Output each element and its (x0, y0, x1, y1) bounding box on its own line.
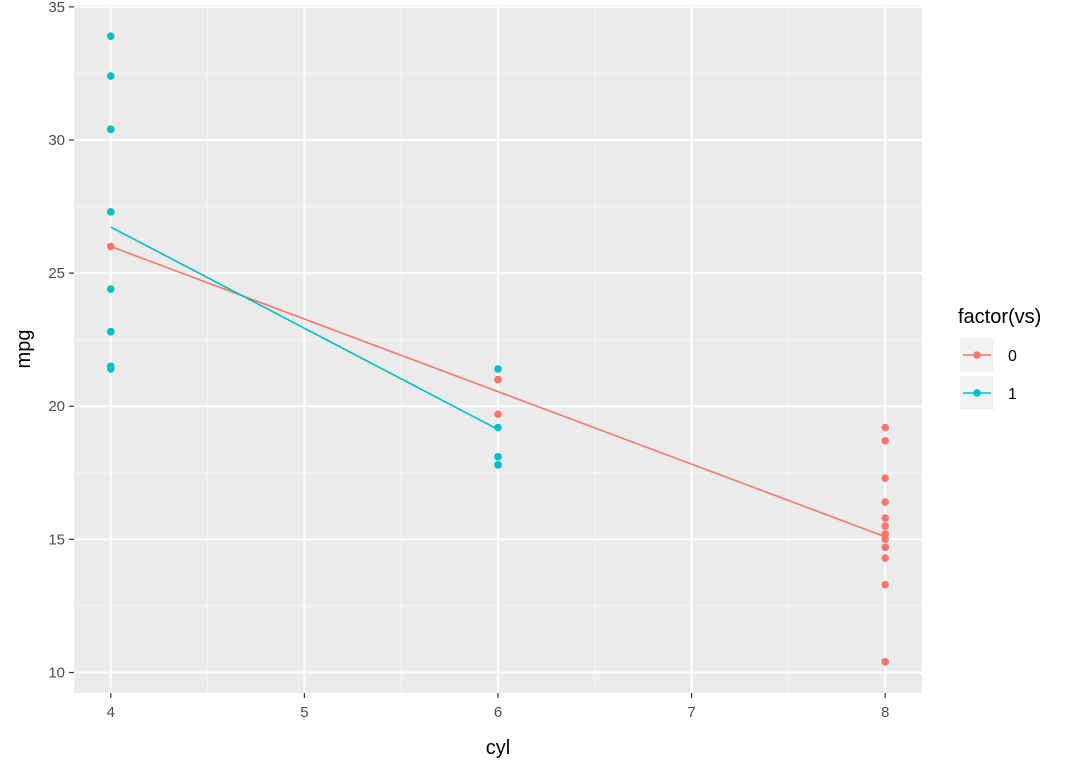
x-axis: 4 5 6 7 8 (107, 693, 889, 721)
point-vs-1 (106, 32, 115, 40)
point-vs-1 (106, 72, 115, 80)
point-vs-1 (106, 125, 115, 134)
point-vs-0 (881, 437, 890, 445)
point-vs-0 (881, 530, 890, 538)
legend-key-point (973, 351, 981, 359)
x-axis-title: cyl (486, 737, 510, 759)
y-tick-label: 10 (48, 664, 65, 681)
point-vs-1 (494, 365, 502, 373)
point-vs-0 (881, 543, 890, 552)
legend-label-1: 1 (1008, 386, 1017, 403)
y-axis: 10 15 20 25 30 35 (48, 0, 74, 681)
point-vs-1 (106, 285, 115, 293)
point-vs-1 (106, 327, 115, 336)
y-tick-label: 30 (48, 132, 65, 149)
point-vs-0 (881, 554, 890, 562)
point-vs-0 (881, 522, 890, 530)
y-tick-label: 15 (48, 531, 65, 548)
point-vs-1 (494, 423, 502, 432)
y-tick-label: 20 (48, 398, 65, 415)
point-vs-0 (881, 535, 890, 544)
fit-line-vs-1 (110, 226, 499, 431)
legend: factor(vs) 0 1 (958, 306, 1041, 410)
point-vs-1 (494, 453, 502, 461)
point-vs-1 (494, 461, 502, 469)
x-tick-label: 5 (300, 704, 308, 721)
point-vs-0 (881, 474, 890, 482)
fit-lines (110, 226, 886, 538)
point-vs-0 (881, 580, 890, 589)
x-tick-label: 8 (881, 704, 889, 721)
x-tick-label: 6 (494, 704, 502, 721)
point-vs-0 (881, 423, 890, 432)
legend-title: factor(vs) (958, 306, 1041, 328)
point-vs-0 (106, 242, 115, 251)
point-vs-0 (881, 658, 890, 666)
legend-key-point (973, 389, 981, 397)
point-vs-0 (881, 514, 890, 522)
point-vs-0 (494, 375, 502, 384)
y-axis-title: mpg (13, 330, 35, 369)
y-tick-label: 25 (48, 265, 65, 282)
legend-label-0: 0 (1008, 348, 1017, 365)
point-vs-1 (106, 208, 115, 216)
point-vs-0 (881, 498, 890, 506)
data-points (106, 32, 890, 666)
y-tick-label: 35 (48, 0, 65, 16)
x-tick-label: 4 (107, 704, 115, 721)
grid-major (74, 5, 922, 693)
point-vs-0 (494, 410, 502, 419)
x-tick-label: 7 (687, 704, 695, 721)
point-vs-1 (106, 365, 115, 373)
